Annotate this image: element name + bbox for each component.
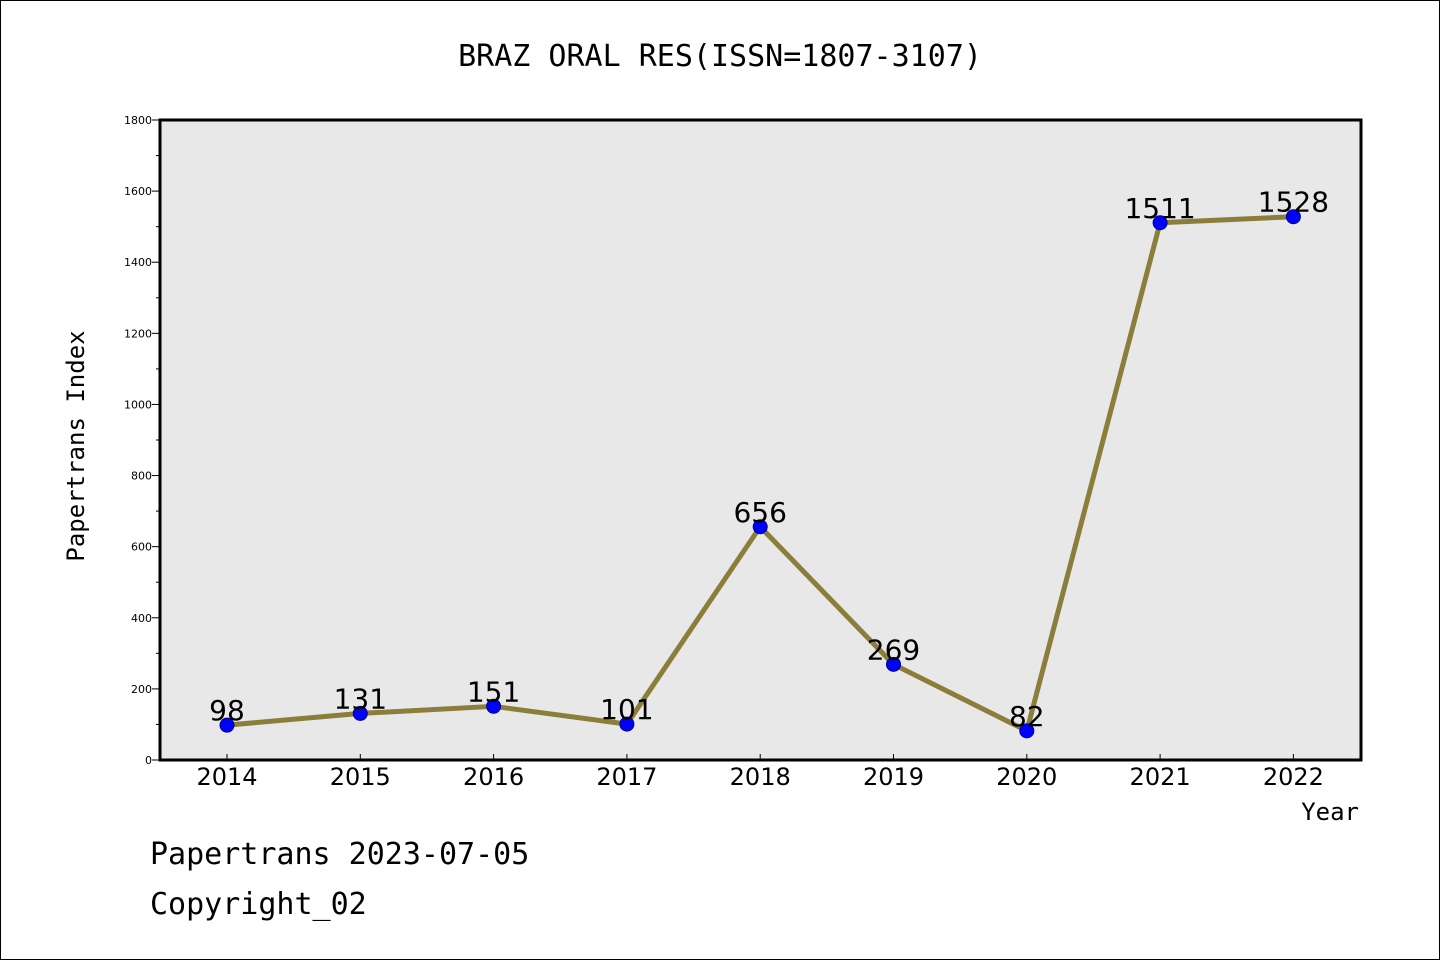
data-point [1019, 723, 1035, 739]
data-point [619, 716, 635, 732]
y-tick-label: 1400 [124, 256, 152, 269]
data-label: 1511 [1124, 192, 1195, 225]
y-axis: 0 200 400 600 800 1000 1200 1400 1600 1800 [124, 114, 160, 767]
data-label: 1528 [1258, 186, 1329, 219]
y-tick-label: 1200 [124, 327, 152, 340]
data-point [352, 705, 368, 721]
data-label: 269 [867, 633, 920, 666]
y-tick-label: 1000 [124, 398, 152, 411]
y-tick-label: 800 [131, 470, 152, 483]
x-tick-label: 2017 [596, 763, 657, 791]
data-point [486, 698, 502, 714]
series-layer: 98 131 151 101 656 269 82 1511 1528 [209, 186, 1329, 739]
y-axis-label: Papertrans Index [62, 330, 90, 561]
data-point [886, 656, 901, 672]
data-label: 82 [1009, 700, 1045, 733]
x-tick-label: 2020 [996, 763, 1057, 791]
y-tick-label: 0 [145, 754, 152, 767]
data-label: 151 [467, 675, 520, 708]
y-tick-label: 600 [131, 541, 152, 554]
footer-copyright: Copyright_02 [150, 887, 367, 922]
y-tick-label: 1600 [124, 185, 152, 198]
y-tick-label: 400 [131, 612, 152, 625]
x-axis: 2014 2015 2016 2017 2018 2019 2020 2021 2022 [196, 754, 1324, 791]
data-label: 656 [733, 496, 786, 529]
x-tick-label: 2021 [1130, 763, 1191, 791]
x-tick-label: 2016 [463, 763, 524, 791]
x-tick-label: 2022 [1263, 763, 1324, 791]
x-tick-label: 2015 [330, 763, 391, 791]
data-label: 101 [600, 693, 653, 726]
y-tick-label: 200 [131, 683, 152, 696]
data-label: 98 [209, 694, 245, 727]
x-tick-label: 2014 [196, 763, 257, 791]
x-tick-label: 2018 [730, 763, 791, 791]
data-label: 131 [334, 682, 387, 715]
data-point [219, 717, 235, 733]
x-tick-label: 2019 [863, 763, 924, 791]
x-axis-label: Year [1301, 798, 1359, 826]
data-point [1285, 209, 1301, 225]
data-point [752, 519, 768, 535]
footer-date: Papertrans 2023-07-05 [150, 837, 529, 872]
y-tick-label: 1800 [124, 114, 152, 127]
chart-title: BRAZ ORAL RES(ISSN=1807-3107) [458, 39, 982, 74]
data-point [1152, 215, 1168, 231]
